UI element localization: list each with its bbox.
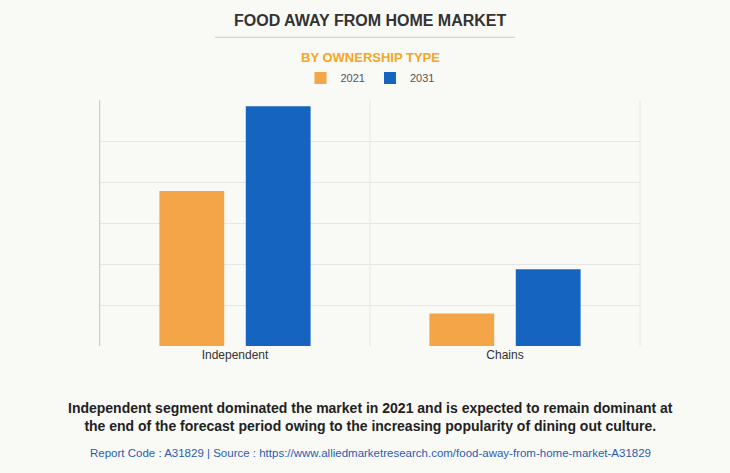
svg-text:Report Code : A31829 | Source: Report Code : A31829 | Source : https://…	[90, 447, 651, 459]
svg-text:FOOD AWAY FROM HOME MARKET: FOOD AWAY FROM HOME MARKET	[234, 12, 507, 29]
svg-text:Independent: Independent	[202, 348, 269, 362]
svg-text:Chains: Chains	[486, 348, 523, 362]
svg-text:2021: 2021	[341, 72, 365, 84]
svg-text:BY OWNERSHIP TYPE: BY OWNERSHIP TYPE	[301, 50, 440, 65]
svg-text:Independent segment dominated: Independent segment dominated the market…	[68, 400, 673, 434]
svg-text:2031: 2031	[410, 72, 434, 84]
